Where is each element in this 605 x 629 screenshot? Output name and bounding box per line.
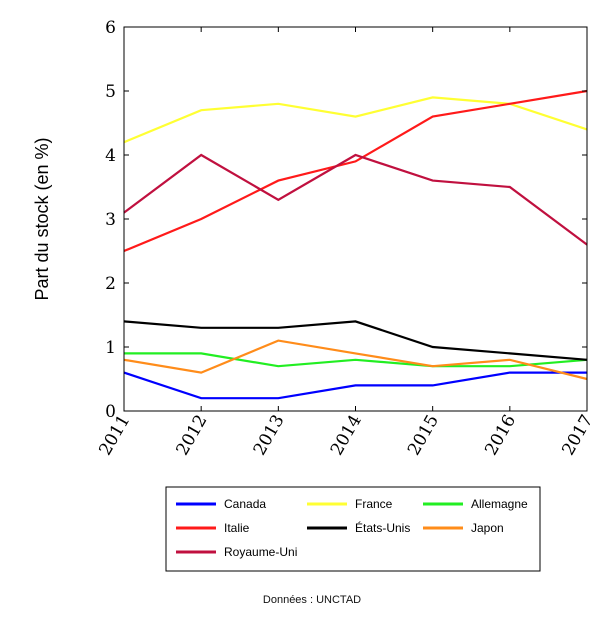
y-tick-label: 2 [105, 274, 116, 294]
y-axis-label: Part du stock (en %) [32, 137, 52, 300]
series-line-italie [123, 89, 588, 253]
legend-item: France [307, 497, 393, 511]
series-line-canada [123, 371, 587, 400]
legend-item: États-Unis [307, 520, 410, 535]
legend-label: Italie [224, 521, 250, 535]
legend-item: Japon [423, 521, 504, 535]
y-tick-label: 1 [105, 338, 116, 358]
series-line--tats-unis [123, 320, 588, 361]
x-tick-label: 2013 [250, 412, 289, 459]
y-axis: 0 1 2 3 4 5 6 [105, 18, 587, 422]
legend-label: États-Unis [355, 520, 410, 535]
series-line-japon [123, 339, 588, 381]
x-tick-label: 2015 [404, 412, 443, 459]
legend-item: Allemagne [423, 497, 528, 511]
legend: Canada France Allemagne Italie États-Unis Jap… [176, 497, 528, 559]
series-lines [123, 89, 588, 400]
legend-box [165, 486, 541, 572]
legend-label: Japon [471, 521, 504, 535]
y-tick-label: 4 [105, 146, 116, 166]
source-note: Données : UNCTAD [263, 594, 361, 606]
series-line-france [123, 96, 588, 144]
series-line-royaume-uni [123, 153, 588, 246]
x-tick-label: 2011 [95, 412, 134, 459]
legend-item: Royaume-Uni [176, 545, 297, 559]
series-line-allemagne [124, 352, 588, 368]
x-axis: 2011 2012 2013 2014 2015 2016 2017 [95, 27, 597, 459]
x-tick-label: 2012 [173, 412, 212, 459]
legend-label: Royaume-Uni [224, 545, 297, 559]
x-tick-label: 2017 [558, 412, 597, 459]
legend-label: France [355, 497, 393, 511]
y-tick-label: 0 [105, 402, 116, 422]
x-tick-label: 2014 [327, 412, 366, 459]
legend-item: Canada [176, 497, 266, 511]
legend-item: Italie [176, 521, 250, 535]
legend-label: Allemagne [471, 497, 528, 511]
y-tick-label: 6 [105, 18, 116, 38]
y-tick-label: 5 [105, 82, 116, 102]
x-tick-label: 2016 [481, 412, 520, 459]
legend-label: Canada [224, 497, 266, 511]
y-tick-label: 3 [105, 210, 116, 230]
